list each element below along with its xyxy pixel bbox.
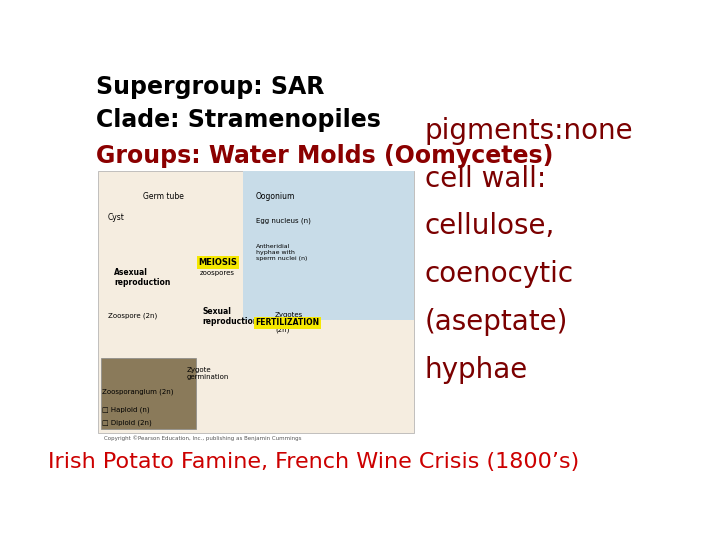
Text: Irish Potato Famine, French Wine Crisis (1800’s): Irish Potato Famine, French Wine Crisis …	[48, 452, 579, 472]
Text: (aseptate): (aseptate)	[425, 308, 568, 336]
Text: cell wall:: cell wall:	[425, 165, 546, 193]
Text: Copyright ©Pearson Education, Inc., publishing as Benjamin Cummings: Copyright ©Pearson Education, Inc., publ…	[104, 435, 302, 441]
Text: Oogonium: Oogonium	[256, 192, 295, 201]
Text: MEIOSIS: MEIOSIS	[199, 258, 238, 267]
Text: Zoosporangium (2n): Zoosporangium (2n)	[102, 388, 173, 395]
Text: Supergroup: SAR: Supergroup: SAR	[96, 75, 324, 99]
Text: Asexual
reproduction: Asexual reproduction	[114, 268, 171, 287]
Text: □ Haploid (n): □ Haploid (n)	[102, 407, 149, 413]
Text: pigments:none: pigments:none	[425, 117, 634, 145]
Text: Zoospore (2n): Zoospore (2n)	[108, 312, 157, 319]
Text: hyphae: hyphae	[425, 356, 528, 384]
Text: Zygote
germination: Zygote germination	[186, 367, 229, 380]
Text: Egg nucleus (n): Egg nucleus (n)	[256, 218, 311, 225]
Text: coenocytic: coenocytic	[425, 260, 574, 288]
Text: cellulose,: cellulose,	[425, 212, 555, 240]
Bar	[101, 358, 196, 429]
Text: Release of
zoospores: Release of zoospores	[199, 262, 235, 275]
Bar	[99, 171, 413, 433]
Text: Groups: Water Molds (Oomycetes): Groups: Water Molds (Oomycetes)	[96, 144, 553, 168]
Text: □ Diploid (2n): □ Diploid (2n)	[102, 420, 151, 426]
Text: FERTILIZATION: FERTILIZATION	[256, 318, 320, 327]
Bar	[243, 171, 413, 320]
Text: Germ tube: Germ tube	[143, 192, 184, 201]
Text: Cyst: Cyst	[108, 213, 125, 222]
Text: Sexual
reproduction: Sexual reproduction	[202, 307, 258, 327]
Text: Clade: Stramenopiles: Clade: Stramenopiles	[96, 109, 380, 132]
Text: Antheridial
hyphae with
sperm nuclei (n): Antheridial hyphae with sperm nuclei (n)	[256, 244, 307, 261]
Text: Zygotes
(oospores)
(2n): Zygotes (oospores) (2n)	[275, 312, 312, 333]
